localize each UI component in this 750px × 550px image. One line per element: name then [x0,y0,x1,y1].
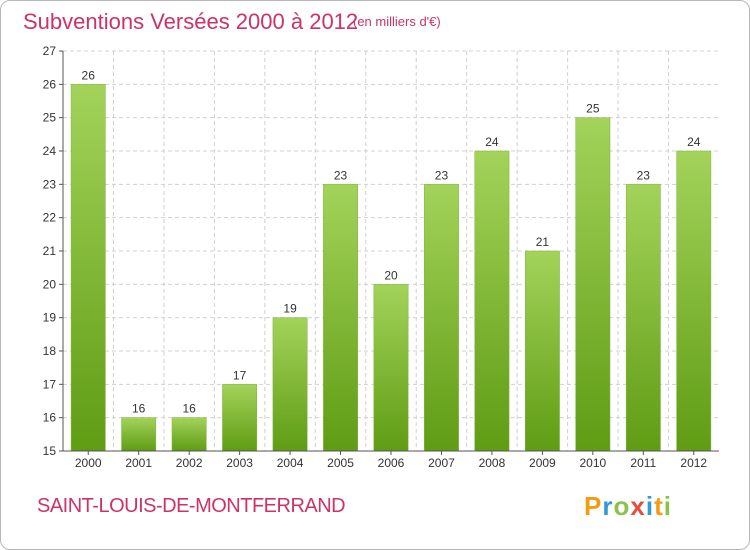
x-tick-label: 2002 [176,456,203,470]
bar [172,418,206,451]
x-tick-label: 2007 [428,456,455,470]
data-label: 23 [637,168,651,182]
y-tick-label: 26 [43,77,57,91]
bar [323,184,357,451]
bar [122,418,156,451]
proxiti-logo[interactable]: Proxiti [584,491,672,522]
x-tick-label: 2008 [479,456,506,470]
x-tick-label: 2003 [226,456,253,470]
x-tick-label: 2004 [277,456,304,470]
data-label: 26 [82,68,96,82]
logo-letter: x [630,491,645,522]
bar [374,284,408,451]
y-tick-label: 24 [43,144,57,158]
data-label: 24 [485,135,499,149]
commune-name: SAINT-LOUIS-DE-MONTFERRAND [37,495,345,518]
bar [424,184,458,451]
x-tick-label: 2001 [125,456,152,470]
logo-letter: i [646,491,654,522]
y-tick-label: 21 [43,244,57,258]
bar [222,384,256,451]
data-label: 21 [536,235,550,249]
x-tick-label: 2011 [630,456,656,470]
data-label: 23 [435,168,449,182]
data-label: 16 [132,402,146,416]
x-tick-label: 2010 [579,456,606,470]
bar [475,151,509,451]
x-tick-label: 2006 [378,456,405,470]
y-tick-label: 20 [43,277,57,291]
logo-letter: o [613,491,630,522]
bar [273,318,307,451]
y-tick-label: 27 [43,44,57,58]
data-label: 16 [182,402,196,416]
chart-frame: Subventions Versées 2000 à 2012 (en mill… [0,0,750,550]
y-tick-label: 22 [43,211,57,225]
bar [525,251,559,451]
y-tick-label: 23 [43,177,57,191]
bar [626,184,660,451]
x-tick-label: 2005 [327,456,354,470]
bar [576,118,610,451]
y-tick-label: 16 [43,411,57,425]
x-tick-label: 2000 [75,456,102,470]
logo-letter: P [584,491,602,522]
y-tick-label: 17 [43,377,57,391]
bar [677,151,711,451]
logo-letter: i [664,491,672,522]
data-label: 19 [283,302,297,316]
logo-letter: r [602,491,613,522]
bar-chart: 15 16 17 18 19 20 21 22 23 24 25 26 27 26 2000 16 2001 16… [1,1,750,550]
y-tick-label: 15 [43,444,57,458]
y-tick-label: 18 [43,344,57,358]
bar [71,84,105,451]
y-tick-label: 25 [43,111,57,125]
data-label: 20 [384,268,398,282]
logo-letter: t [654,491,664,522]
data-label: 24 [687,135,701,149]
x-tick-label: 2012 [680,456,707,470]
data-label: 25 [586,102,600,116]
x-tick-label: 2009 [529,456,556,470]
y-tick-label: 19 [43,311,57,325]
data-label: 17 [233,368,247,382]
data-label: 23 [334,168,348,182]
